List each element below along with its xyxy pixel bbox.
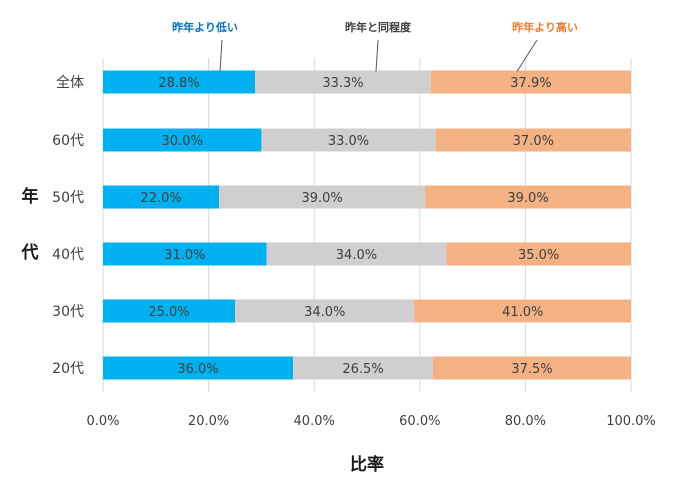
data-label: 34.0% [336,248,377,263]
bar-segment [103,242,267,266]
x-axis-label: 比率 [350,454,384,475]
legend-callout-label: 昨年より高い [512,20,578,34]
bar-segment [103,70,256,94]
data-label: 33.3% [322,76,363,91]
data-label: 36.0% [177,362,218,377]
data-label: 26.5% [342,362,383,377]
bar-segment [103,356,294,380]
data-label: 34.0% [304,305,345,320]
data-label: 37.9% [510,76,551,91]
data-label: 33.0% [328,134,369,149]
bar-segment [433,356,631,380]
data-label: 28.8% [158,76,199,91]
bar-segment [266,242,447,266]
bar-segment [435,128,631,152]
legend-callout-label: 昨年と同程度 [345,20,412,34]
bar-segment [103,185,220,209]
category-label: 全体 [56,74,84,91]
bar-segment [446,242,631,266]
data-label: 37.0% [513,134,554,149]
bar-segment [425,185,631,209]
y-axis-label: 年 [22,186,39,207]
bar-segment [414,299,631,323]
bar-segment [261,128,436,152]
legend-leader-line [516,39,538,72]
data-label: 35.0% [518,248,559,263]
category-label: 30代 [52,304,84,320]
y-axis-label: 代 [21,242,39,263]
bar-segment [219,185,426,209]
category-label: 60代 [52,133,84,149]
data-label: 31.0% [164,248,205,263]
data-label: 30.0% [162,134,203,149]
bar-segment [430,70,631,94]
x-tick-label: 60.0% [399,414,440,429]
x-tick-label: 20.0% [188,414,229,429]
data-label: 22.0% [140,191,181,206]
bar-segment [255,70,431,94]
x-tick-label: 40.0% [294,414,335,429]
legend-leader-line [219,39,223,72]
data-label: 41.0% [502,305,543,320]
x-tick-label: 100.0% [606,414,656,429]
bar-segment [293,356,433,380]
data-label: 25.0% [148,305,189,320]
data-label: 39.0% [301,191,342,206]
legend-leader-line [375,39,379,72]
category-label: 20代 [52,361,84,377]
x-tick-label: 0.0% [86,414,119,429]
bar-segment [235,299,415,323]
data-label: 37.5% [511,362,552,377]
category-label: 50代 [52,190,84,206]
category-label: 40代 [52,247,84,263]
legend-callout-label: 昨年より低い [172,20,238,34]
data-label: 39.0% [507,191,548,206]
bar-segment [103,299,235,323]
bar-segment [103,128,262,152]
x-tick-label: 80.0% [505,414,546,429]
